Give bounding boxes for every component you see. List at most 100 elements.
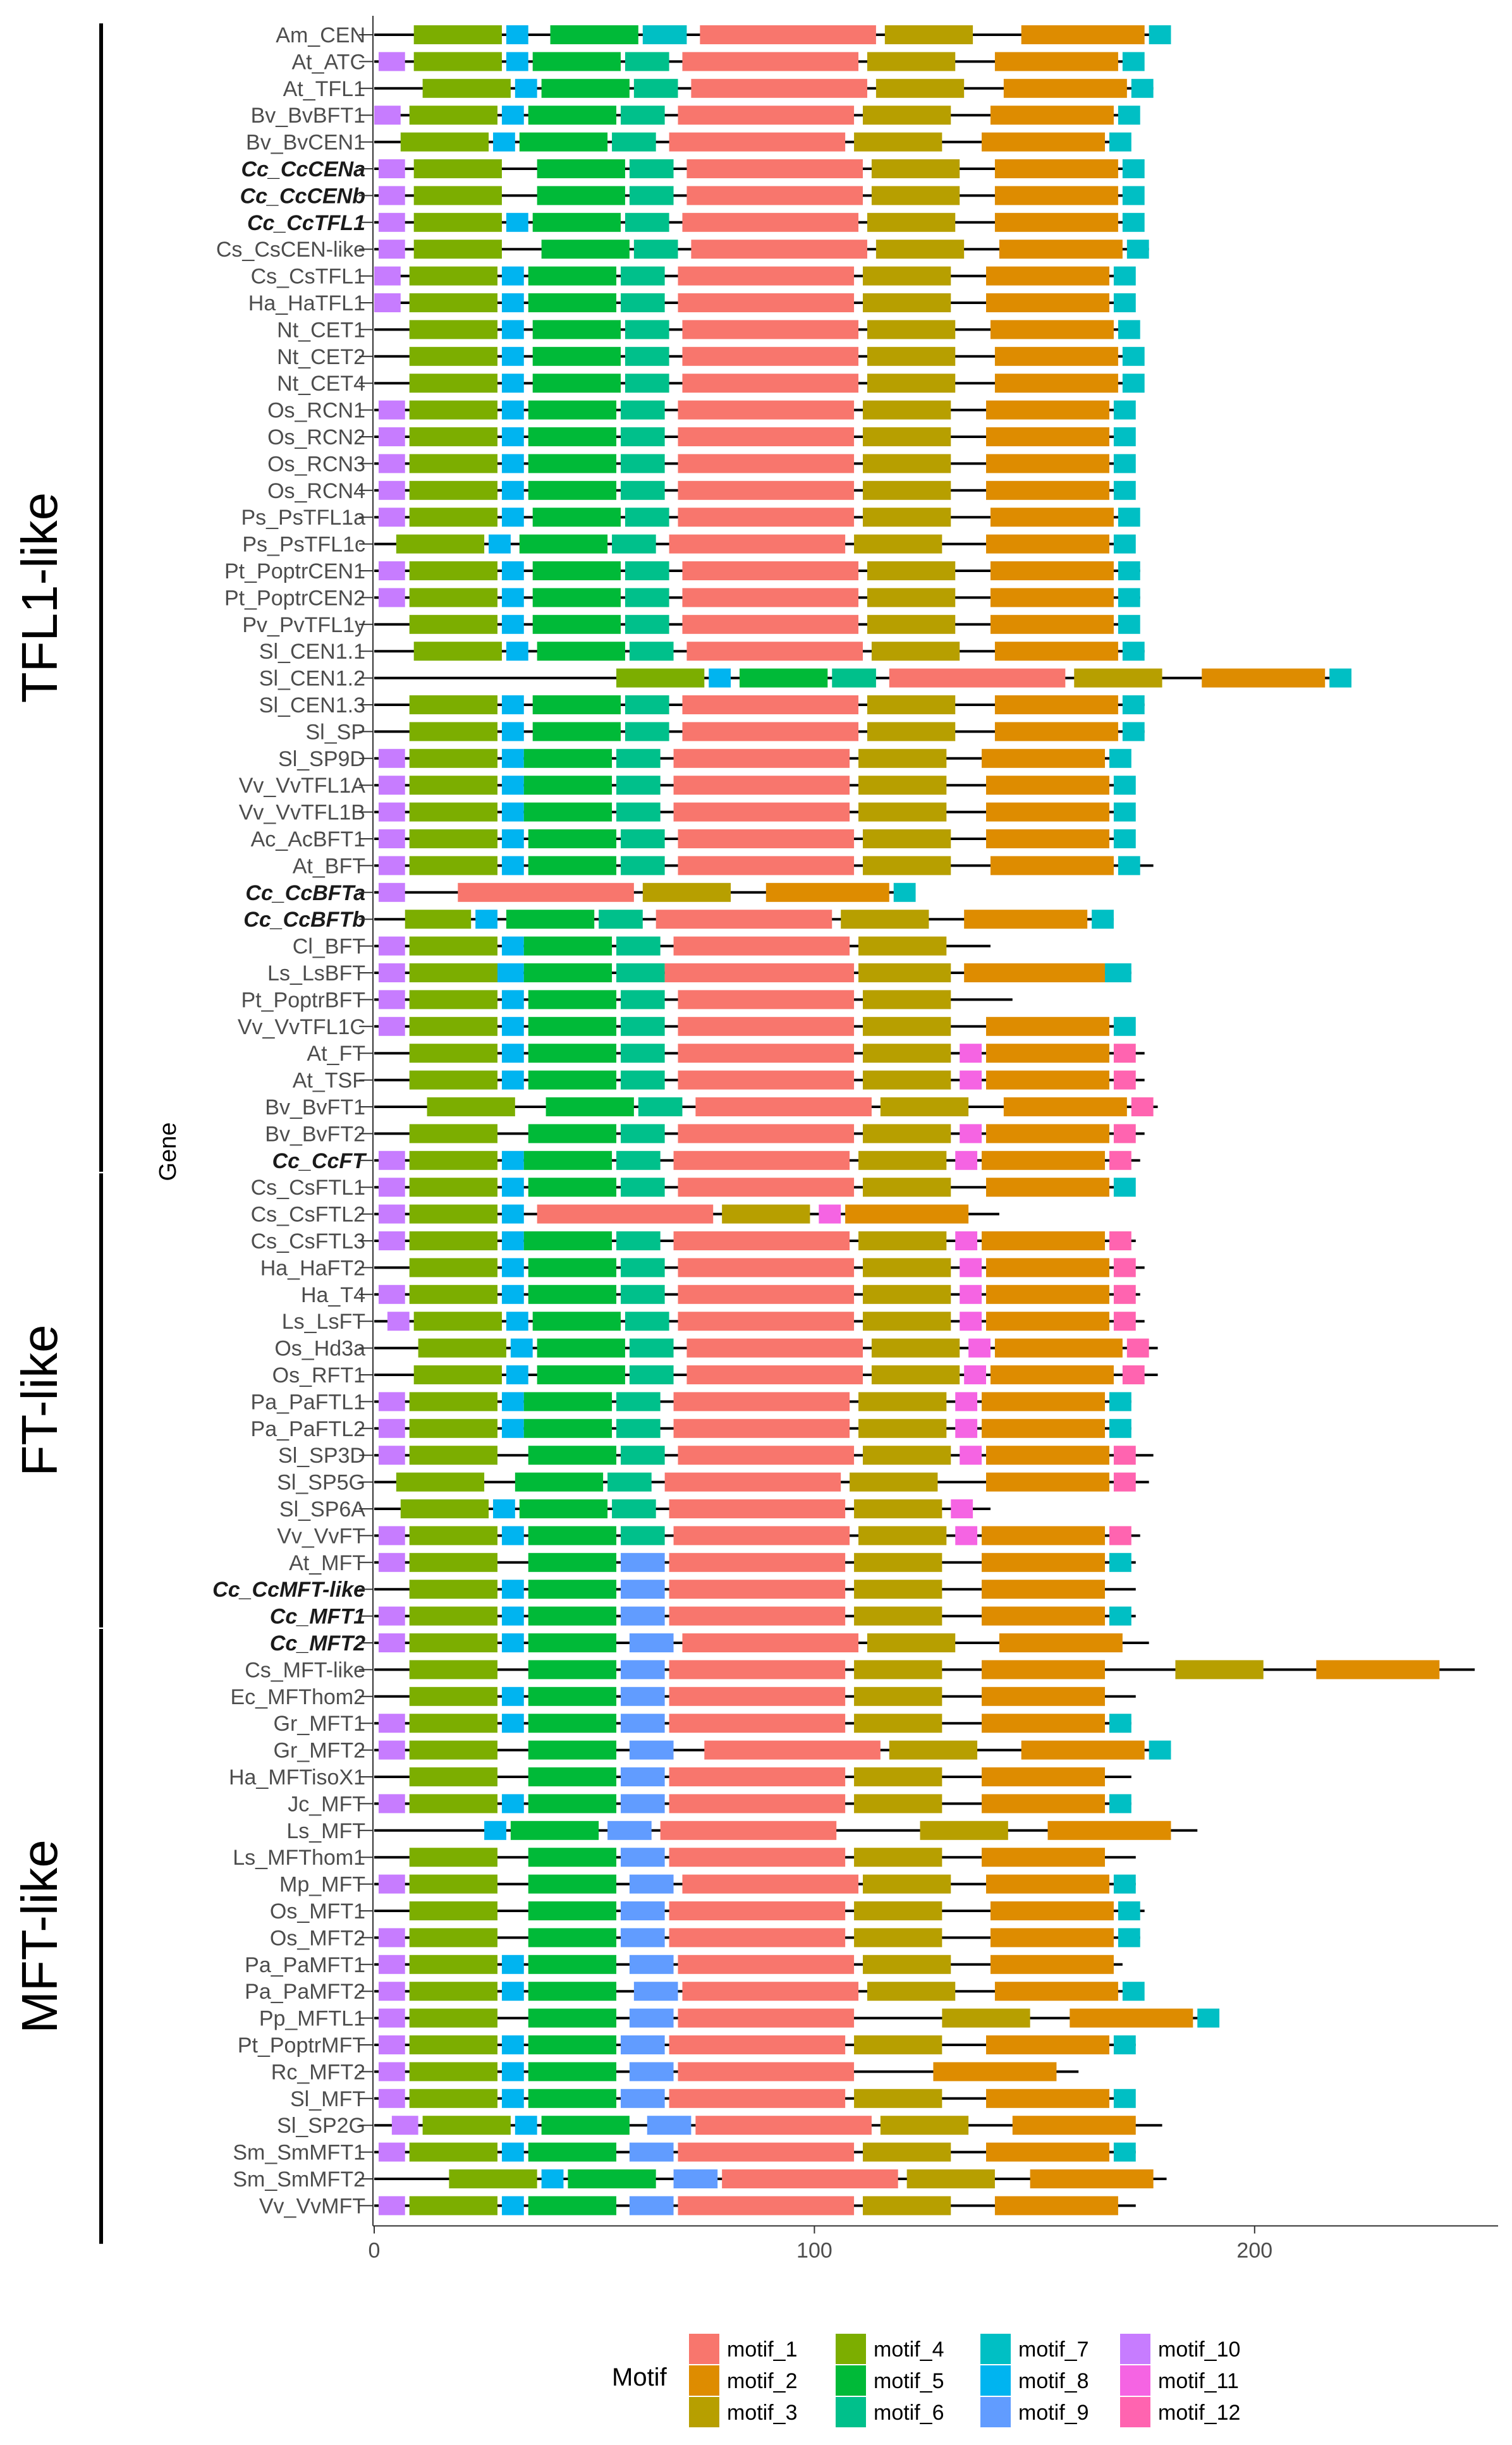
motif-block-motif_10 <box>378 186 405 205</box>
motif-block-motif_5 <box>528 106 617 125</box>
legend-label: motif_3 <box>727 2401 798 2425</box>
motif-block-motif_1 <box>678 106 855 125</box>
motif-block-motif_3 <box>642 882 731 902</box>
motif-block-motif_1 <box>678 990 855 1009</box>
gene-label: Bv_BvFT1 <box>265 1095 365 1119</box>
motif-block-motif_1 <box>673 1526 850 1546</box>
motif-block-motif_1 <box>682 1633 859 1652</box>
motif-block-motif_11 <box>960 1070 982 1090</box>
motif-block-motif_4 <box>413 25 502 44</box>
motif-block-motif_2 <box>985 534 1109 554</box>
motif-block-motif_8 <box>501 1982 524 2001</box>
motif-block-motif_10 <box>378 1150 405 1170</box>
motif-block-motif_6 <box>629 642 674 661</box>
motif-block-motif_8 <box>501 1794 524 1814</box>
motif-block-motif_4 <box>409 722 497 741</box>
motif-block-motif_3 <box>863 427 951 446</box>
motif-block-motif_1 <box>686 1338 863 1358</box>
motif-block-motif_3 <box>854 2088 942 2108</box>
motif-block-motif_8 <box>506 1312 528 1331</box>
gene-label: Gr_MFT1 <box>274 1712 365 1736</box>
motif-block-motif_4 <box>409 508 497 527</box>
motif-block-motif_6 <box>616 936 661 956</box>
gene-label: Nt_CET2 <box>277 345 365 369</box>
motif-block-motif_3 <box>863 454 951 473</box>
motif-block-motif_12 <box>1113 1070 1136 1090</box>
motif-block-motif_3 <box>1074 668 1162 688</box>
motif-block-motif_1 <box>669 1552 846 1572</box>
motif-block-motif_4 <box>409 2196 497 2216</box>
motif-block-motif_12 <box>1113 1472 1136 1492</box>
gene-label: Cc_CcCENa <box>241 157 365 181</box>
motif-block-motif_8 <box>501 1070 524 1090</box>
motif-block-motif_10 <box>378 1231 405 1250</box>
motif-block-motif_5 <box>528 2088 617 2108</box>
motif-block-motif_9 <box>620 1714 665 1733</box>
motif-block-motif_10 <box>378 882 405 902</box>
motif-block-motif_1 <box>673 776 850 795</box>
motif-block-motif_4 <box>396 1472 485 1492</box>
motif-block-motif_10 <box>378 400 405 420</box>
motif-block-motif_4 <box>400 132 489 152</box>
motif-block-motif_5 <box>532 695 621 714</box>
motif-block-motif_11 <box>955 1231 978 1250</box>
motif-block-motif_4 <box>409 1258 497 1277</box>
motif-block-motif_4 <box>409 1231 497 1250</box>
motif-block-motif_8 <box>493 132 515 152</box>
motif-block-motif_4 <box>409 561 497 580</box>
motif-block-motif_2 <box>1003 1097 1127 1116</box>
motif-block-motif_1 <box>678 480 855 500</box>
motif-block-motif_10 <box>378 1446 405 1465</box>
motif-block-motif_9 <box>620 1848 665 1867</box>
motif-block-motif_10 <box>378 1392 405 1412</box>
motif-block-motif_5 <box>523 963 613 982</box>
motif-block-motif_4 <box>418 1338 506 1358</box>
gene-label: Cs_CsCEN-like <box>216 238 365 262</box>
motif-block-motif_6 <box>625 374 669 393</box>
motif-block-motif_1 <box>704 1740 881 1760</box>
motif-block-motif_6 <box>620 829 665 848</box>
motif-block-motif_8 <box>501 1044 524 1063</box>
motif-block-motif_3 <box>863 293 951 312</box>
gene-label: Pt_PoptrMFT <box>238 2033 365 2058</box>
legend-key-motif_1 <box>689 2334 719 2364</box>
gene-label: Ls_MFT <box>286 1819 365 1843</box>
motif-block-motif_8 <box>501 2142 524 2162</box>
motif-block-motif_2 <box>990 320 1114 339</box>
motif-block-motif_8 <box>484 1820 506 1840</box>
motif-block-motif_6 <box>620 1124 665 1143</box>
motif-block-motif_6 <box>620 266 665 286</box>
motif-block-motif_11 <box>955 1150 978 1170</box>
motif-block-motif_1 <box>664 963 855 982</box>
motif-block-motif_5 <box>528 1070 617 1090</box>
motif-block-motif_5 <box>523 1150 613 1170</box>
motif-block-motif_2 <box>999 240 1123 259</box>
motif-block-motif_4 <box>413 186 502 205</box>
motif-block-motif_1 <box>678 856 855 875</box>
motif-block-motif_1 <box>889 668 1066 688</box>
motif-block-motif_2 <box>985 1070 1109 1090</box>
motif-block-motif_2 <box>990 508 1114 527</box>
motif-block-motif_4 <box>400 1499 489 1518</box>
motif-block-motif_3 <box>858 936 947 956</box>
motif-block-motif_6 <box>629 1365 674 1384</box>
gene-label: Cs_MFT-like <box>245 1658 365 1682</box>
motif-block-motif_5 <box>541 2116 630 2135</box>
motif-block-motif_12 <box>1113 1258 1136 1277</box>
motif-block-motif_4 <box>409 1044 497 1063</box>
motif-block-motif_11 <box>955 1392 978 1412</box>
motif-block-motif_4 <box>409 266 497 286</box>
motif-block-motif_4 <box>409 1848 497 1867</box>
motif-block-motif_1 <box>678 1446 855 1465</box>
motif-block-motif_8 <box>501 1633 524 1652</box>
motif-block-motif_3 <box>854 1848 942 1867</box>
motif-block-motif_1 <box>678 1070 855 1090</box>
group-label: TFL1-like <box>11 492 68 703</box>
legend-label: motif_9 <box>1018 2401 1089 2425</box>
motif-block-motif_2 <box>985 2088 1109 2108</box>
motif-block-motif_7 <box>1149 1740 1171 1760</box>
motif-block-motif_5 <box>546 1097 634 1116</box>
motif-block-motif_6 <box>616 748 661 768</box>
gene-label: Os_RFT1 <box>272 1363 365 1387</box>
motif-block-motif_9 <box>620 1767 665 1786</box>
